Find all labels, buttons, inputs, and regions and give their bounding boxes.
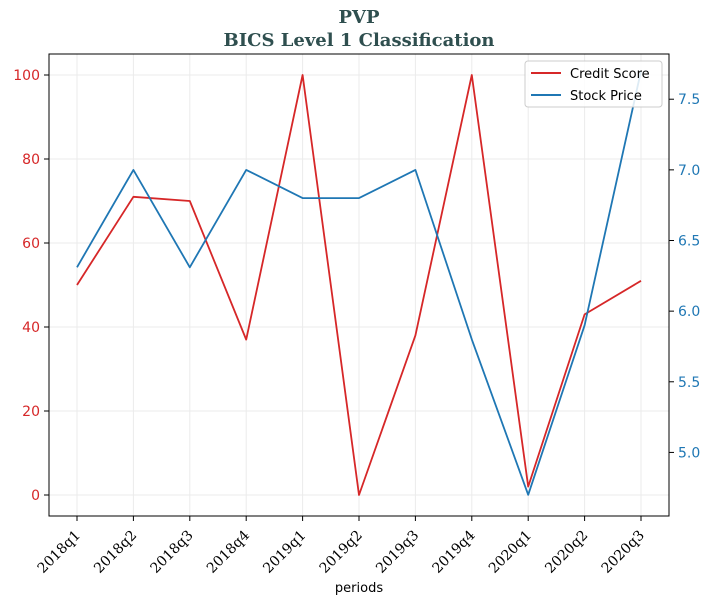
- left-y-axis: 0 20 40 60 80 100: [13, 68, 49, 504]
- x-tick-label: 2019q1: [260, 528, 309, 577]
- right-tick-label: 6.5: [678, 233, 700, 249]
- grid: [49, 54, 669, 516]
- left-tick-label: 80: [22, 152, 40, 168]
- legend-label-credit-score: Credit Score: [570, 67, 650, 82]
- x-tick-label: 2018q4: [204, 527, 253, 576]
- left-tick-label: 20: [22, 404, 40, 420]
- x-tick-label: 2018q1: [35, 528, 84, 577]
- series-line-stock-price: [76, 70, 642, 496]
- right-tick-label: 7.0: [678, 163, 700, 179]
- x-tick-label: 2020q3: [599, 528, 648, 577]
- x-tick-label: 2018q2: [91, 528, 140, 577]
- x-tick-label: 2019q4: [429, 527, 478, 576]
- x-tick-label: 2020q2: [542, 528, 591, 577]
- legend-label-stock-price: Stock Price: [570, 89, 642, 104]
- series-line-credit-score: [76, 74, 642, 496]
- x-tick-label: 2020q1: [486, 528, 535, 577]
- legend: Credit Score Stock Price: [524, 60, 663, 108]
- right-tick-label: 5.5: [678, 375, 700, 391]
- x-axis-label: periods: [335, 581, 383, 596]
- right-y-axis: 5.0 5.5 6.0 6.5 7.0 7.5: [669, 92, 700, 461]
- series-layer: [76, 70, 642, 496]
- left-tick-label: 100: [13, 68, 40, 84]
- chart-subtitle: BICS Level 1 Classification: [223, 30, 494, 51]
- x-tick-label: 2019q2: [317, 528, 366, 577]
- chart-title: PVP: [338, 7, 380, 28]
- x-axis: 2018q1 2018q2 2018q3 2018q4 2019q1 2019q2 2019…: [35, 516, 648, 577]
- x-tick-label: 2018q3: [147, 528, 196, 577]
- left-tick-label: 0: [31, 488, 40, 504]
- right-tick-label: 7.5: [678, 92, 700, 108]
- right-tick-label: 6.0: [678, 304, 700, 320]
- left-tick-label: 40: [22, 320, 40, 336]
- left-tick-label: 60: [22, 236, 40, 252]
- x-tick-label: 2019q3: [373, 528, 422, 577]
- right-tick-label: 5.0: [678, 445, 700, 461]
